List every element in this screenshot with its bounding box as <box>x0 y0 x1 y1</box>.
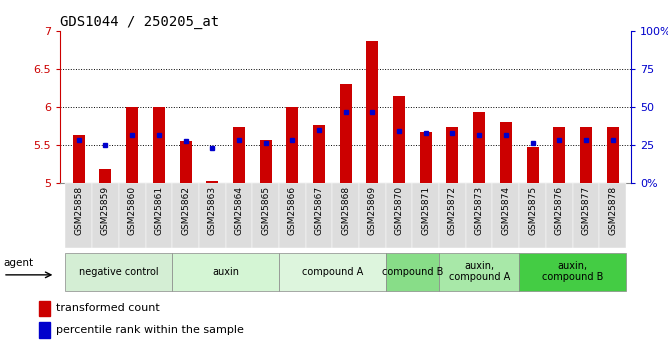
Text: GSM25858: GSM25858 <box>74 186 84 235</box>
Bar <box>153 107 165 183</box>
Text: GSM25875: GSM25875 <box>528 186 537 235</box>
Text: GSM25874: GSM25874 <box>501 186 510 235</box>
Text: GSM25861: GSM25861 <box>154 186 164 235</box>
Text: percentile rank within the sample: percentile rank within the sample <box>56 325 244 335</box>
Text: transformed count: transformed count <box>56 303 160 313</box>
Bar <box>580 127 592 183</box>
Bar <box>253 183 279 248</box>
Text: compound B: compound B <box>381 267 443 277</box>
Bar <box>39 322 50 338</box>
Text: GSM25867: GSM25867 <box>315 186 323 235</box>
Text: auxin,
compound B: auxin, compound B <box>542 261 603 283</box>
Bar <box>146 183 172 248</box>
Bar <box>233 127 245 183</box>
Bar <box>92 183 119 248</box>
Bar <box>439 183 466 248</box>
Text: GSM25876: GSM25876 <box>554 186 564 235</box>
Bar <box>73 135 85 183</box>
Text: compound A: compound A <box>302 267 363 277</box>
Bar <box>226 183 253 248</box>
Text: GSM25877: GSM25877 <box>581 186 591 235</box>
Bar <box>313 125 325 183</box>
Bar <box>473 112 485 183</box>
Bar <box>420 132 432 183</box>
Bar <box>572 183 599 248</box>
Bar <box>39 300 50 316</box>
Bar <box>260 140 272 183</box>
Text: GSM25860: GSM25860 <box>128 186 137 235</box>
Bar <box>172 183 199 248</box>
Text: GSM25878: GSM25878 <box>608 186 617 235</box>
Text: auxin: auxin <box>212 267 239 277</box>
Text: GSM25872: GSM25872 <box>448 186 457 235</box>
Text: GSM25870: GSM25870 <box>395 186 403 235</box>
Bar <box>385 183 412 248</box>
Text: GSM25866: GSM25866 <box>288 186 297 235</box>
Bar <box>100 169 112 183</box>
Text: GDS1044 / 250205_at: GDS1044 / 250205_at <box>60 14 219 29</box>
Text: negative control: negative control <box>79 267 158 277</box>
Bar <box>393 96 405 183</box>
Bar <box>65 253 172 291</box>
Bar <box>279 183 306 248</box>
Bar <box>206 181 218 183</box>
Bar <box>412 183 439 248</box>
Bar <box>439 253 519 291</box>
Bar <box>340 84 351 183</box>
Bar <box>553 127 565 183</box>
Bar <box>519 253 626 291</box>
Text: GSM25871: GSM25871 <box>422 186 430 235</box>
Text: GSM25873: GSM25873 <box>475 186 484 235</box>
Bar <box>199 183 226 248</box>
Text: GSM25863: GSM25863 <box>208 186 216 235</box>
Bar <box>546 183 572 248</box>
Bar <box>287 107 299 183</box>
Text: GSM25869: GSM25869 <box>368 186 377 235</box>
Bar <box>599 183 626 248</box>
Text: GSM25864: GSM25864 <box>234 186 243 235</box>
Text: GSM25859: GSM25859 <box>101 186 110 235</box>
Bar <box>180 141 192 183</box>
Bar <box>385 253 439 291</box>
Bar <box>119 183 146 248</box>
Bar <box>279 253 385 291</box>
Bar <box>466 183 492 248</box>
Bar <box>446 127 458 183</box>
Bar <box>172 253 279 291</box>
Bar <box>306 183 333 248</box>
Text: GSM25865: GSM25865 <box>261 186 270 235</box>
Bar <box>492 183 519 248</box>
Text: auxin,
compound A: auxin, compound A <box>448 261 510 283</box>
Bar <box>607 127 619 183</box>
Text: GSM25862: GSM25862 <box>181 186 190 235</box>
Bar <box>366 41 378 183</box>
Bar <box>126 107 138 183</box>
Bar <box>519 183 546 248</box>
Bar <box>333 183 359 248</box>
Bar <box>526 147 538 183</box>
Bar <box>65 183 92 248</box>
Text: agent: agent <box>3 258 33 268</box>
Text: GSM25868: GSM25868 <box>341 186 350 235</box>
Bar <box>500 122 512 183</box>
Bar <box>359 183 385 248</box>
